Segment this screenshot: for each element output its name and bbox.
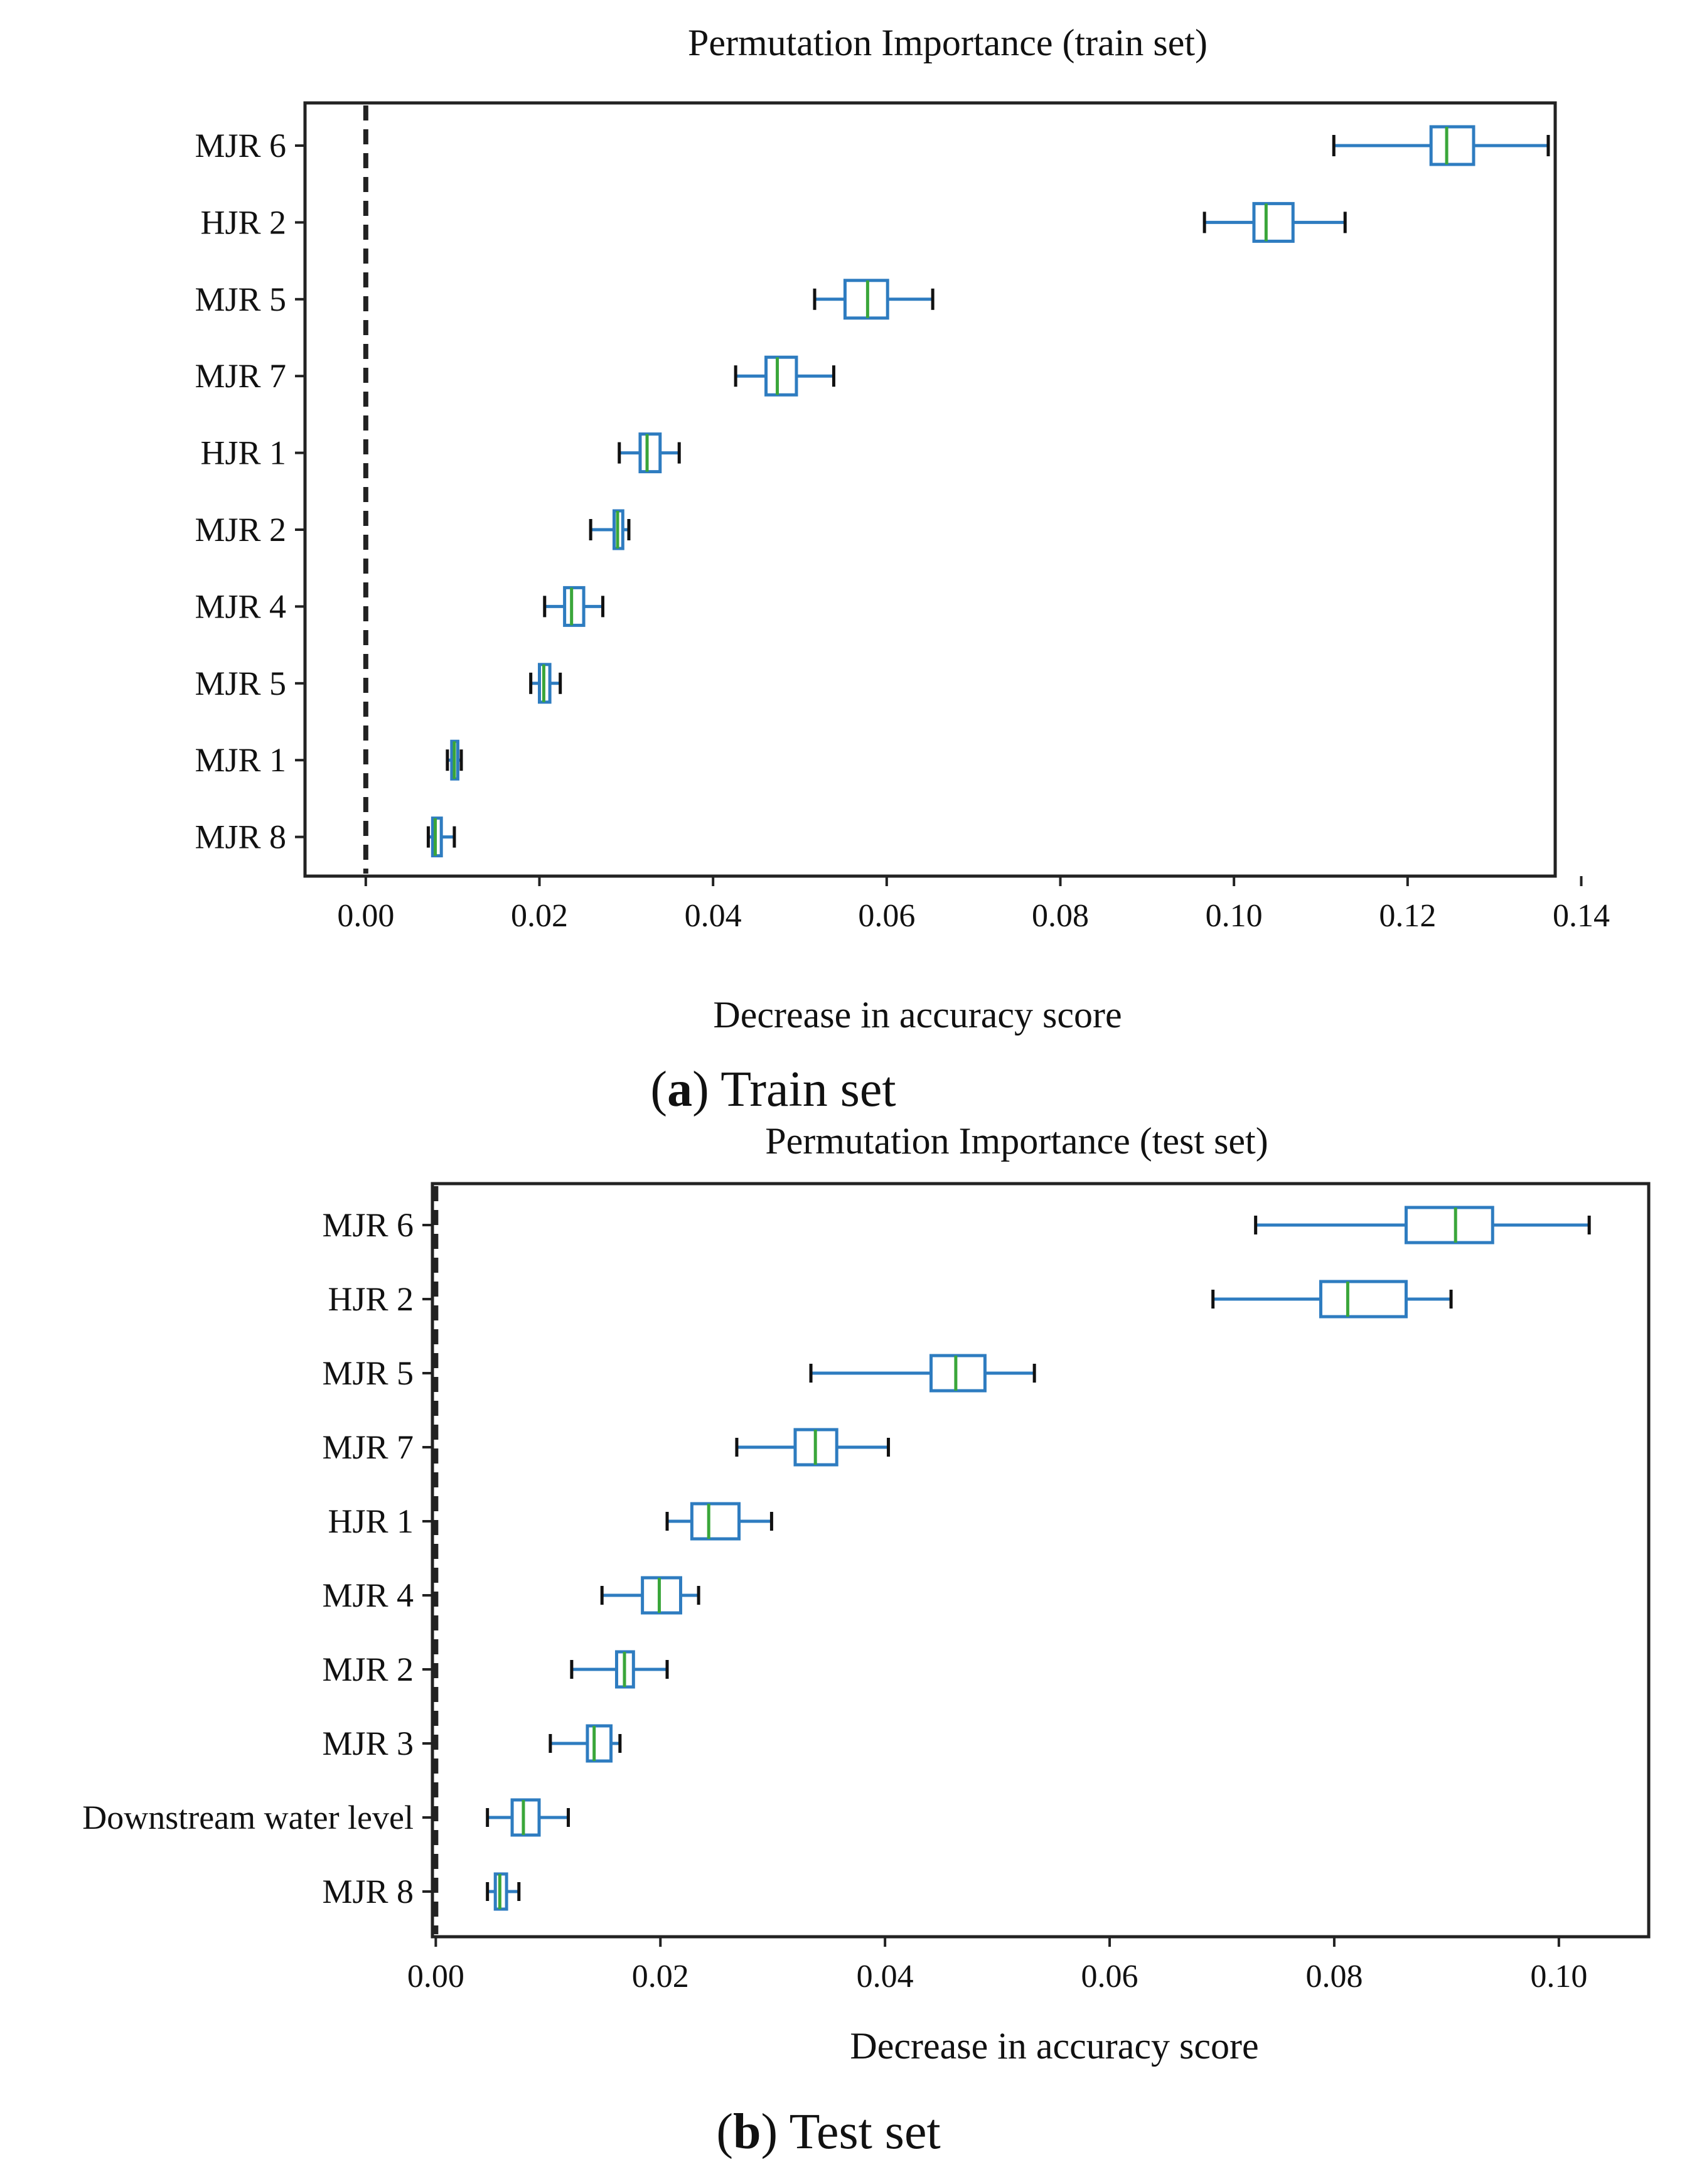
train-category-label: MJR 1 (195, 741, 286, 779)
test-box (690, 1502, 741, 1541)
train-x-tick-label: 0.14 (1553, 898, 1610, 934)
train-box (638, 432, 662, 474)
train-box (1252, 201, 1295, 243)
test-box (510, 1798, 541, 1837)
test-category-label: MJR 8 (322, 1873, 414, 1910)
test-x-tick-label: 0.08 (1305, 1959, 1363, 1994)
train-caption: (a) Train set (650, 1062, 896, 1117)
train-x-tick-label: 0.06 (858, 898, 915, 934)
train-x-tick-label: 0.08 (1032, 898, 1089, 934)
train-box (764, 355, 798, 397)
test-category-label: MJR 5 (322, 1354, 414, 1392)
train-x-tick-label: 0.04 (685, 898, 742, 934)
train-x-tick-label: 0.00 (337, 898, 394, 934)
test-category-label: HJR 2 (328, 1280, 414, 1318)
train-category-label: MJR 6 (195, 127, 286, 164)
test-set-panel: Permutation Importance (test set) 0.00 0.… (82, 1120, 1651, 2160)
train-category-label: MJR 5 (195, 665, 286, 702)
test-x-tick-label: 0.04 (857, 1959, 914, 1994)
test-category-label: Downstream water level (82, 1799, 414, 1836)
test-category-label: MJR 3 (322, 1725, 414, 1762)
test-x-tick-label: 0.06 (1081, 1959, 1138, 1994)
train-category-label: MJR 2 (195, 511, 286, 549)
test-caption-text: Test set (790, 2104, 941, 2160)
test-category-label: HJR 1 (328, 1502, 414, 1540)
train-category-label: MJR 8 (195, 818, 286, 856)
test-x-tick-label: 0.10 (1530, 1959, 1587, 1994)
test-category-label: MJR 2 (322, 1651, 414, 1688)
test-box (586, 1724, 613, 1763)
test-box (1319, 1280, 1408, 1319)
train-x-axis-label: Decrease in accuracy score (713, 994, 1122, 1036)
train-chart-title: Permutation Importance (train set) (688, 22, 1208, 63)
train-category-label: MJR 4 (195, 587, 286, 625)
train-x-tick-label: 0.10 (1206, 898, 1263, 934)
train-x-tick-label: 0.12 (1379, 898, 1436, 934)
test-plot-area (431, 1182, 1651, 1939)
train-box (563, 586, 586, 627)
test-category-label: MJR 6 (322, 1206, 414, 1244)
train-category-label: HJR 2 (200, 203, 286, 241)
train-caption-letter: a (667, 1062, 692, 1117)
test-x-tick-label: 0.02 (632, 1959, 689, 1994)
train-set-panel: Permutation Importance (train set) 0.00 0… (195, 22, 1610, 1117)
test-caption: (b) Test set (716, 2104, 940, 2160)
train-caption-text: Train set (720, 1062, 896, 1117)
train-category-label: MJR 7 (195, 357, 286, 395)
train-plot-area (303, 101, 1557, 878)
test-chart-marks: 0.00 0.02 0.04 0.06 0.08 0.10 MJR 6 HJR 2 MJR 5 M… (82, 1186, 1591, 1994)
train-chart-marks: 0.00 0.02 0.04 0.06 0.08 0.10 0.12 0.14 MJR 6 HJR… (195, 105, 1610, 934)
test-box (1404, 1206, 1494, 1245)
test-x-tick-label: 0.00 (407, 1959, 464, 1994)
train-box (1429, 125, 1475, 166)
train-category-label: MJR 5 (195, 281, 286, 318)
train-x-tick-label: 0.02 (511, 898, 568, 934)
train-category-label: HJR 1 (200, 434, 286, 472)
test-box (641, 1576, 682, 1615)
test-caption-letter: b (733, 2104, 761, 2160)
test-category-label: MJR 7 (322, 1428, 414, 1466)
test-category-label: MJR 4 (322, 1576, 414, 1614)
test-box (929, 1354, 987, 1393)
test-chart-title: Permutation Importance (test set) (765, 1120, 1268, 1162)
test-x-axis-label: Decrease in accuracy score (850, 2025, 1258, 2067)
